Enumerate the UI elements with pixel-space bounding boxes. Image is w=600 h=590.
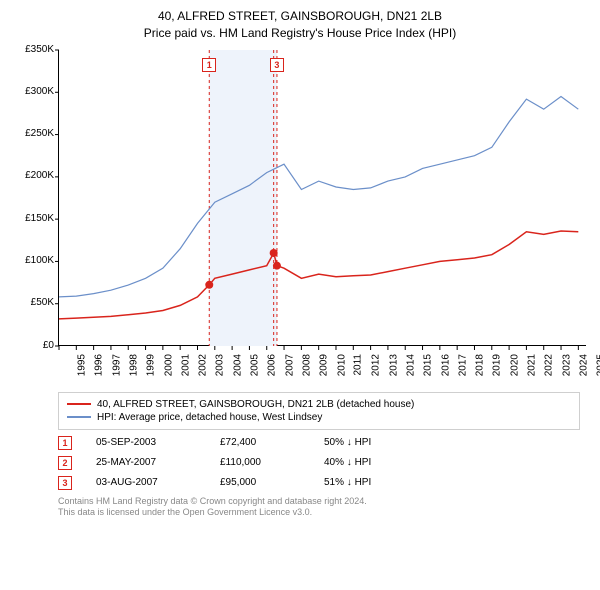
sales-row: 1 05-SEP-2003 £72,400 50% ↓ HPI	[58, 436, 580, 450]
chart-title: 40, ALFRED STREET, GAINSBOROUGH, DN21 2L…	[10, 8, 590, 42]
sales-price: £72,400	[220, 437, 300, 448]
y-tick-label: £100K	[10, 255, 54, 266]
x-tick-label: 2025	[596, 354, 600, 376]
x-tick-label: 2003	[215, 354, 226, 376]
x-tick-label: 2000	[163, 354, 174, 376]
x-tick-label: 1998	[128, 354, 139, 376]
title-line-2: Price paid vs. HM Land Registry's House …	[10, 25, 590, 42]
x-tick-label: 2021	[526, 354, 537, 376]
x-tick-label: 2005	[249, 354, 260, 376]
x-tick-label: 2012	[371, 354, 382, 376]
x-tick-label: 1996	[94, 354, 105, 376]
legend-label: 40, ALFRED STREET, GAINSBOROUGH, DN21 2L…	[97, 399, 414, 410]
x-tick-label: 2009	[319, 354, 330, 376]
y-tick-label: £200K	[10, 170, 54, 181]
sales-hpi-gap: 40% ↓ HPI	[324, 457, 424, 468]
chart-container: 40, ALFRED STREET, GAINSBOROUGH, DN21 2L…	[0, 0, 600, 525]
x-tick-label: 2022	[544, 354, 555, 376]
x-tick-label: 2002	[197, 354, 208, 376]
x-tick-label: 2015	[422, 354, 433, 376]
chart-area: £0£50K£100K£150K£200K£250K£300K£350K 13 …	[10, 46, 590, 386]
sales-price: £110,000	[220, 457, 300, 468]
footer-line-2: This data is licensed under the Open Gov…	[58, 507, 580, 519]
y-tick-label: £0	[10, 340, 54, 351]
x-tick-label: 1995	[76, 354, 87, 376]
legend-row: 40, ALFRED STREET, GAINSBOROUGH, DN21 2L…	[67, 399, 571, 410]
y-tick-label: £300K	[10, 86, 54, 97]
sales-marker: 3	[58, 476, 72, 490]
x-tick-label: 2014	[405, 354, 416, 376]
sales-date: 03-AUG-2007	[96, 477, 196, 488]
y-tick-label: £250K	[10, 128, 54, 139]
x-tick-label: 2018	[474, 354, 485, 376]
legend-swatch	[67, 416, 91, 418]
sales-row: 2 25-MAY-2007 £110,000 40% ↓ HPI	[58, 456, 580, 470]
x-tick-label: 2011	[352, 354, 363, 376]
legend-box: 40, ALFRED STREET, GAINSBOROUGH, DN21 2L…	[58, 392, 580, 430]
sales-row: 3 03-AUG-2007 £95,000 51% ↓ HPI	[58, 476, 580, 490]
x-tick-label: 2008	[301, 354, 312, 376]
sales-date: 25-MAY-2007	[96, 457, 196, 468]
title-line-1: 40, ALFRED STREET, GAINSBOROUGH, DN21 2L…	[10, 8, 590, 25]
footer-attribution: Contains HM Land Registry data © Crown c…	[58, 496, 580, 519]
x-tick-label: 2006	[267, 354, 278, 376]
x-tick-label: 1997	[111, 354, 122, 376]
x-tick-label: 2016	[440, 354, 451, 376]
x-tick-label: 2004	[232, 354, 243, 376]
x-tick-label: 2007	[284, 354, 295, 376]
sales-date: 05-SEP-2003	[96, 437, 196, 448]
sales-table: 1 05-SEP-2003 £72,400 50% ↓ HPI 2 25-MAY-2007…	[58, 436, 580, 490]
sales-hpi-gap: 50% ↓ HPI	[324, 437, 424, 448]
y-tick-label: £150K	[10, 213, 54, 224]
plot-marker-3: 3	[270, 58, 284, 72]
legend-swatch	[67, 403, 91, 405]
plot-marker-1: 1	[202, 58, 216, 72]
plot-svg	[59, 50, 587, 346]
sales-marker: 1	[58, 436, 72, 450]
x-tick-label: 2023	[561, 354, 572, 376]
x-tick-label: 2010	[336, 354, 347, 376]
sales-marker: 2	[58, 456, 72, 470]
y-tick-label: £350K	[10, 44, 54, 55]
x-tick-label: 2024	[578, 354, 589, 376]
x-tick-label: 2019	[492, 354, 503, 376]
x-tick-label: 2001	[180, 354, 191, 376]
x-tick-label: 2013	[388, 354, 399, 376]
y-tick-label: £50K	[10, 297, 54, 308]
footer-line-1: Contains HM Land Registry data © Crown c…	[58, 496, 580, 508]
legend-label: HPI: Average price, detached house, West…	[97, 412, 322, 423]
sales-hpi-gap: 51% ↓ HPI	[324, 477, 424, 488]
sales-price: £95,000	[220, 477, 300, 488]
x-tick-label: 2017	[457, 354, 468, 376]
x-tick-label: 2020	[509, 354, 520, 376]
plot-region: 13	[58, 50, 586, 346]
x-tick-label: 1999	[145, 354, 156, 376]
legend-row: HPI: Average price, detached house, West…	[67, 412, 571, 423]
